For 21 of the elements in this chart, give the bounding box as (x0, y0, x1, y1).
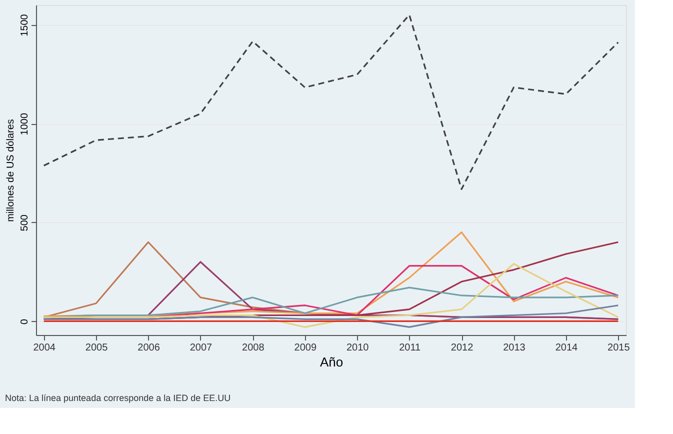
x-axis-title: Año (320, 354, 344, 370)
y-tick-label: 500 (20, 214, 30, 232)
line-series (43, 304, 619, 328)
x-tick-label: 2015 (608, 342, 630, 354)
x-tick-label: 2005 (85, 342, 108, 354)
y-tick-label: 1500 (20, 14, 30, 36)
x-tick-label: 2008 (242, 342, 265, 354)
x-tick-label: 2014 (555, 342, 578, 354)
x-tick-label: 2013 (503, 342, 526, 354)
x-tick-label: 2009 (294, 342, 317, 354)
line-series (43, 14, 619, 190)
x-tick-label: 2007 (190, 342, 213, 354)
x-tick-label: 2012 (450, 342, 474, 354)
text: Nota: La línea punteada corresponde a la IED de EE.UU (5, 393, 231, 403)
x-tick-label: 2006 (138, 342, 160, 354)
y-tick-label: 0 (20, 318, 30, 324)
x-tick-label: 2010 (346, 342, 370, 354)
y-axis-title: millones de US dólares (6, 119, 16, 222)
x-tick-label: 2004 (33, 342, 56, 354)
x-tick-label: 2011 (399, 342, 422, 354)
y-tick-label: 1000 (20, 112, 30, 136)
